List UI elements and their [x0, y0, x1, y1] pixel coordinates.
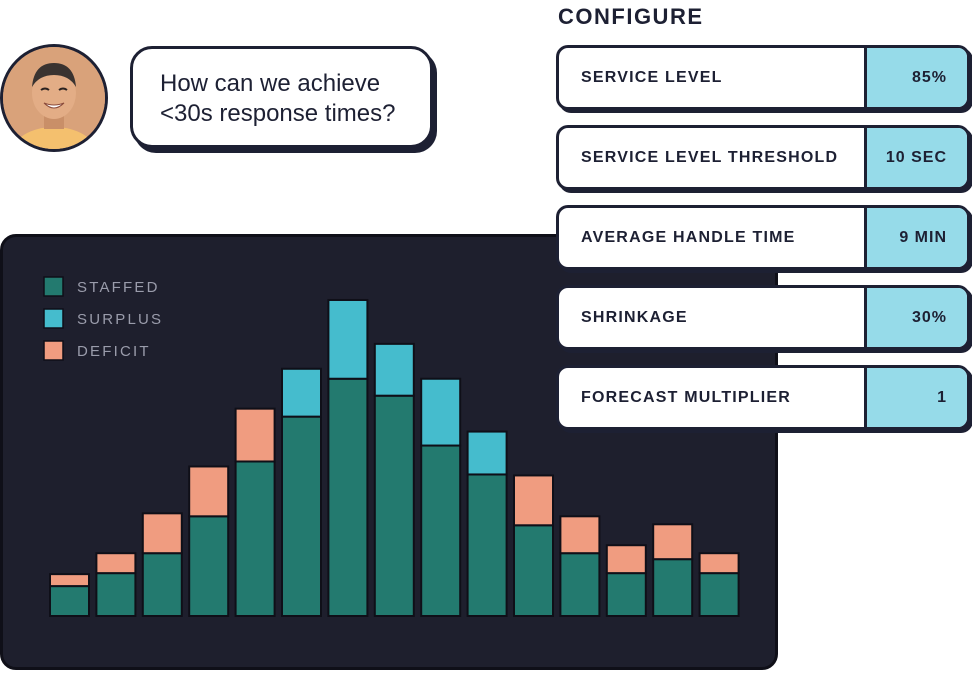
- bar-staffed-12: [605, 572, 647, 617]
- person-icon: [3, 47, 105, 149]
- bar-deficit-13: [652, 523, 694, 561]
- configure-title: CONFIGURE: [558, 4, 704, 29]
- bar-staffed-13: [652, 558, 694, 618]
- config-label: FORECAST MULTIPLIER: [581, 389, 792, 406]
- legend-label-surplus: SURPLUS: [77, 311, 163, 328]
- bar-deficit-1: [49, 573, 90, 588]
- config-value[interactable]: 30%: [864, 288, 967, 347]
- bar-deficit-11: [559, 515, 601, 555]
- bar-surplus-8b: [420, 377, 462, 447]
- bar-deficit-3: [141, 512, 183, 555]
- bar-deficit-12: [605, 544, 647, 575]
- bar-deficit-14: [698, 552, 740, 575]
- bar-deficit-5: [234, 407, 276, 463]
- legend-swatch-deficit: [43, 340, 64, 361]
- legend-swatch-surplus: [43, 308, 64, 329]
- bar-staffed-6: [281, 415, 322, 617]
- config-value[interactable]: 9 MIN: [864, 208, 967, 267]
- bar-staffed-2: [95, 572, 137, 617]
- legend-swatch-staffed: [43, 276, 64, 297]
- legend-label-staffed: STAFFED: [77, 279, 160, 296]
- bar-staffed-5: [234, 460, 276, 617]
- staffing-chart: STAFFED SURPLUS DEFICIT: [43, 276, 740, 618]
- config-label: AVERAGE HANDLE TIME: [581, 229, 796, 246]
- config-row-average-handle-time[interactable]: AVERAGE HANDLE TIME 9 MIN: [556, 205, 970, 270]
- config-value[interactable]: 85%: [864, 48, 967, 107]
- config-label: SERVICE LEVEL THRESHOLD: [581, 149, 839, 166]
- config-value[interactable]: 1: [864, 368, 967, 427]
- user-avatar: [0, 44, 108, 152]
- config-value[interactable]: 10 SEC: [864, 128, 967, 187]
- question-line-2: <30s response times?: [160, 100, 396, 127]
- bar-staffed-10: [513, 524, 554, 617]
- config-label: SERVICE LEVEL: [581, 69, 723, 86]
- question-line-1: How can we achieve: [160, 70, 381, 97]
- config-row-forecast-multiplier[interactable]: FORECAST MULTIPLIER 1: [556, 365, 970, 430]
- config-row-service-level[interactable]: SERVICE LEVEL 85%: [556, 45, 970, 110]
- bar-deficit-10: [513, 474, 554, 527]
- bar-staffed-3: [141, 552, 183, 617]
- bar-staffed-1: [49, 585, 90, 617]
- config-label: SHRINKAGE: [581, 309, 688, 326]
- bar-staffed-9: [466, 473, 508, 617]
- bar-surplus-6: [281, 367, 322, 418]
- bar-surplus-8: [373, 342, 415, 397]
- bar-staffed-4: [188, 515, 230, 617]
- bar-deficit-4: [188, 465, 230, 518]
- config-row-service-level-threshold[interactable]: SERVICE LEVEL THRESHOLD 10 SEC: [556, 125, 970, 190]
- bar-staffed-7: [327, 377, 369, 617]
- legend-label-deficit: DEFICIT: [77, 343, 151, 360]
- bar-staffed-11: [559, 552, 601, 617]
- bar-surplus-9: [466, 430, 508, 476]
- bar-staffed-8: [373, 394, 415, 617]
- bar-deficit-2: [95, 552, 137, 575]
- bar-staffed-14: [698, 572, 740, 617]
- bar-staffed-8b: [420, 444, 462, 617]
- bar-surplus-7: [327, 298, 369, 380]
- config-row-shrinkage[interactable]: SHRINKAGE 30%: [556, 285, 970, 350]
- question-bubble: How can we achieve <30s response times?: [130, 46, 433, 148]
